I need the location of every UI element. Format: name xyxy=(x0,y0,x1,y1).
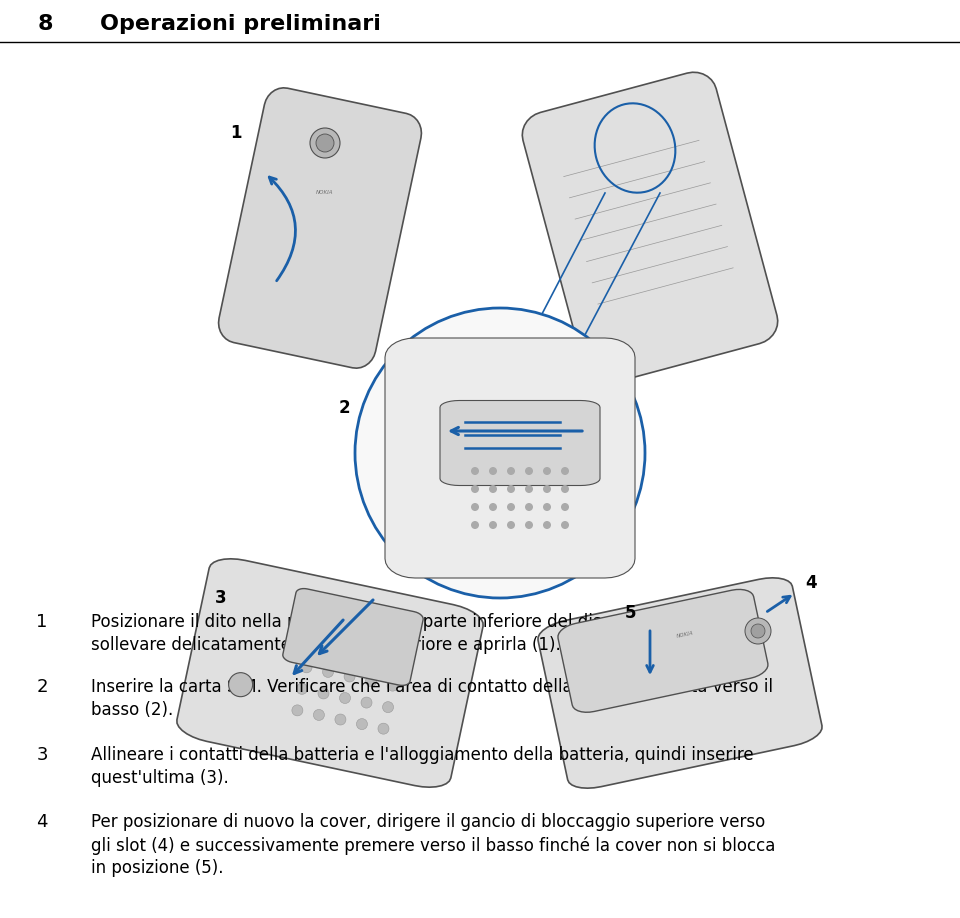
Circle shape xyxy=(525,485,533,493)
Polygon shape xyxy=(538,577,822,789)
Text: 8: 8 xyxy=(38,14,54,34)
Circle shape xyxy=(507,485,515,493)
Text: NOKIA: NOKIA xyxy=(676,631,694,639)
Circle shape xyxy=(356,719,368,730)
Circle shape xyxy=(751,624,765,638)
Circle shape xyxy=(561,467,569,475)
Circle shape xyxy=(292,705,303,716)
Circle shape xyxy=(525,503,533,511)
Circle shape xyxy=(561,503,569,511)
Text: NOKIA: NOKIA xyxy=(316,191,334,196)
Circle shape xyxy=(340,692,350,703)
Circle shape xyxy=(471,467,479,475)
Circle shape xyxy=(301,662,312,673)
Circle shape xyxy=(489,485,497,493)
Circle shape xyxy=(561,521,569,529)
Text: 4: 4 xyxy=(36,813,48,831)
Text: 2: 2 xyxy=(36,678,48,696)
Polygon shape xyxy=(177,559,483,788)
Circle shape xyxy=(471,503,479,511)
Text: 2: 2 xyxy=(338,399,350,417)
Text: Inserire la carta SIM. Verificare che l'area di contatto della carta sia rivolta: Inserire la carta SIM. Verificare che l'… xyxy=(91,678,773,719)
Circle shape xyxy=(525,521,533,529)
Circle shape xyxy=(507,503,515,511)
Circle shape xyxy=(310,128,340,158)
Circle shape xyxy=(316,134,334,152)
Text: 1: 1 xyxy=(230,124,242,142)
Circle shape xyxy=(387,680,398,691)
Circle shape xyxy=(228,673,252,697)
Circle shape xyxy=(489,521,497,529)
Text: Operazioni preliminari: Operazioni preliminari xyxy=(100,14,381,34)
Circle shape xyxy=(378,723,389,734)
Circle shape xyxy=(335,714,346,725)
Circle shape xyxy=(543,485,551,493)
Text: 1: 1 xyxy=(36,613,48,631)
Polygon shape xyxy=(440,400,600,486)
Circle shape xyxy=(297,683,307,694)
Circle shape xyxy=(471,521,479,529)
Polygon shape xyxy=(558,589,768,712)
Circle shape xyxy=(525,467,533,475)
Polygon shape xyxy=(522,73,778,384)
Circle shape xyxy=(323,666,333,677)
Circle shape xyxy=(543,503,551,511)
Circle shape xyxy=(361,697,372,708)
Circle shape xyxy=(489,467,497,475)
Text: 3: 3 xyxy=(215,589,227,607)
Polygon shape xyxy=(385,338,635,578)
Circle shape xyxy=(543,521,551,529)
Circle shape xyxy=(507,467,515,475)
Circle shape xyxy=(318,688,329,699)
Circle shape xyxy=(344,671,355,682)
Circle shape xyxy=(489,503,497,511)
Circle shape xyxy=(561,485,569,493)
Circle shape xyxy=(507,521,515,529)
Circle shape xyxy=(471,485,479,493)
Text: Allineare i contatti della batteria e l'alloggiamento della batteria, quindi ins: Allineare i contatti della batteria e l'… xyxy=(91,746,754,787)
Circle shape xyxy=(313,710,324,721)
Circle shape xyxy=(382,701,394,712)
Circle shape xyxy=(366,676,376,687)
Text: Per posizionare di nuovo la cover, dirigere il gancio di bloccaggio superiore ve: Per posizionare di nuovo la cover, dirig… xyxy=(91,813,776,878)
Circle shape xyxy=(543,467,551,475)
Circle shape xyxy=(355,308,645,598)
Text: Posizionare il dito nella rientranza nella parte inferiore del dispositivo, quin: Posizionare il dito nella rientranza nel… xyxy=(91,613,729,654)
Circle shape xyxy=(745,618,771,644)
Text: 3: 3 xyxy=(36,746,48,764)
Polygon shape xyxy=(283,588,423,686)
Polygon shape xyxy=(219,88,421,368)
Text: 5: 5 xyxy=(625,604,636,622)
Text: 4: 4 xyxy=(805,574,817,592)
